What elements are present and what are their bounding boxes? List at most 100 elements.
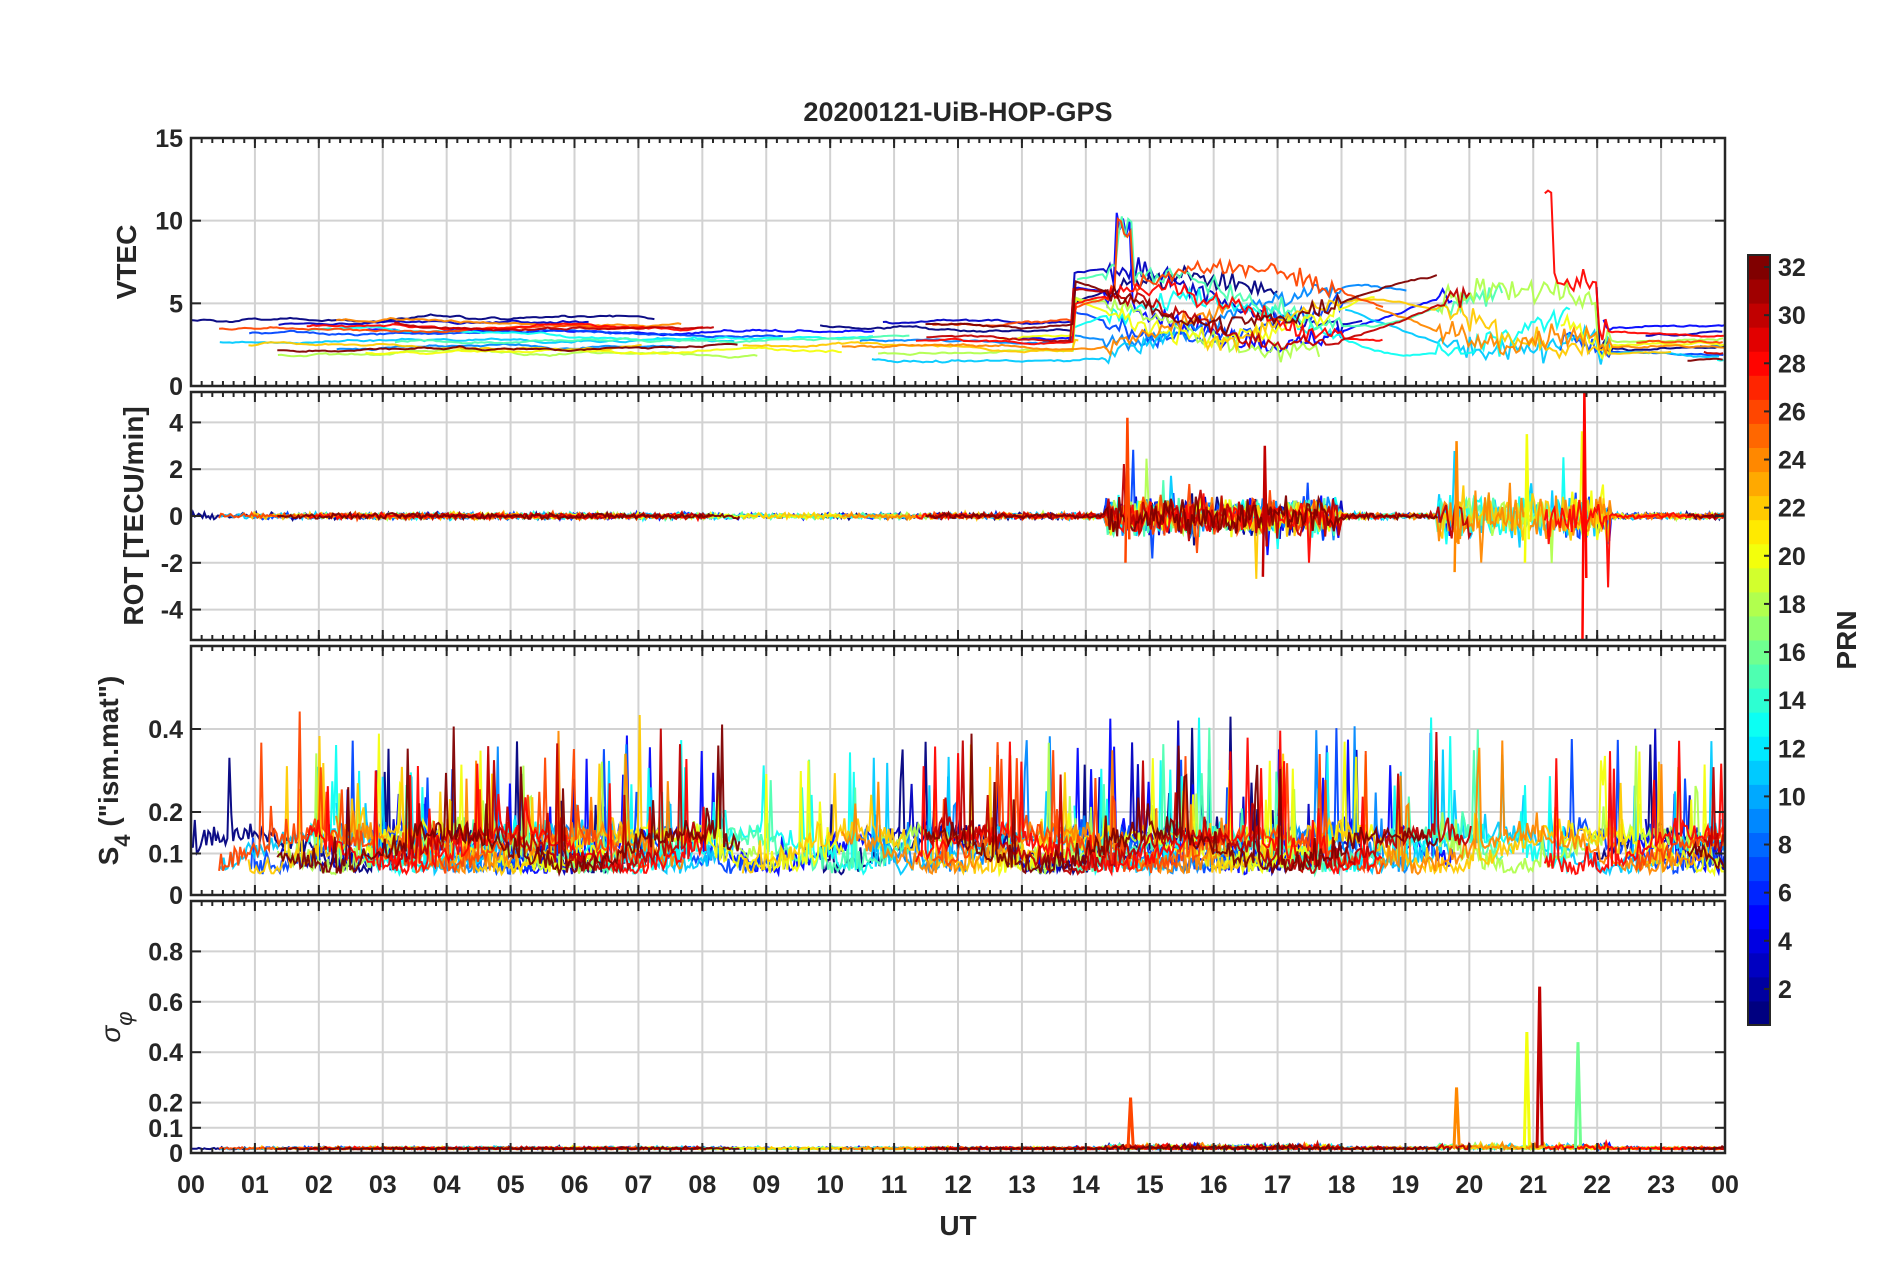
trace-prn32	[1686, 841, 1725, 870]
colorbar-cell	[1748, 640, 1770, 665]
y-tick-label: 0.2	[148, 1090, 183, 1118]
colorbar-cell	[1748, 928, 1770, 954]
x-tick-labels: 00 01 02 03 04 05 06 07 08 09 10 11 12 13 14 15 16 17 18 19…	[177, 1171, 1739, 1199]
colorbar-cell	[1748, 327, 1770, 352]
trace-prn32	[1686, 513, 1725, 521]
colorbar-tick-label: 26	[1778, 398, 1806, 426]
colorbar-cell	[1748, 423, 1770, 448]
colorbar-cell	[1748, 519, 1770, 545]
trace-prn1	[819, 264, 1278, 333]
trace-prn32	[925, 494, 1439, 537]
colorbar-label: PRN	[1831, 610, 1862, 669]
colorbar-cell	[1748, 615, 1770, 641]
trace-prn26	[219, 324, 645, 334]
y-axis-label-vtec: VTEC	[111, 225, 142, 300]
trace-prn32	[276, 724, 741, 877]
y-label-rest: ("ism.mat")	[93, 676, 124, 835]
x-tick-label: 15	[1136, 1171, 1164, 1199]
colorbar-cell	[1748, 303, 1770, 328]
y-axis-label-sigphi: σφ	[95, 1011, 137, 1042]
spike	[1452, 1087, 1461, 1149]
trace-prn15	[394, 334, 910, 345]
panel-s4: 0 0.1 0.2 0.4 S4 ("ism.mat")	[93, 644, 1727, 910]
trace-prn30	[393, 728, 714, 875]
y-tick-label: 0.2	[148, 799, 183, 827]
panel-sigphi: 00.10.2 0.4 0.6 0.8 σφ	[95, 899, 1727, 1168]
colorbar-tick-label: 22	[1778, 495, 1806, 523]
colorbar-tick-label: 10	[1778, 783, 1806, 811]
colorbar-cell	[1748, 736, 1770, 761]
colorbar-cell	[1748, 904, 1770, 930]
x-tick-label: 04	[433, 1171, 461, 1199]
y-label-sub: φ	[112, 1011, 137, 1025]
trace-prn11	[871, 330, 1177, 365]
colorbar-cell	[1748, 495, 1770, 521]
x-tick-label: 07	[625, 1171, 653, 1199]
colorbar-tick-label: 18	[1778, 591, 1806, 619]
y-label-sub: 4	[110, 834, 135, 847]
colorbar-cell	[1748, 351, 1770, 376]
minor-ticks	[190, 646, 1726, 895]
colorbar-cell	[1748, 567, 1770, 593]
y-tick-label: 0	[169, 373, 183, 401]
colorbar-tick-label: 8	[1778, 832, 1792, 860]
colorbar-tick-label: 16	[1778, 639, 1806, 667]
x-tick-label: 10	[816, 1171, 844, 1199]
traces-vtec	[191, 189, 1725, 365]
x-tick-label: 01	[241, 1171, 269, 1199]
trace-prn30	[925, 731, 1472, 876]
colorbar-cell	[1748, 255, 1770, 280]
colorbar-tick-label: 2	[1778, 976, 1792, 1004]
trace-prn30	[1703, 767, 1725, 854]
y-tick-label: 0	[169, 503, 183, 531]
trace-prn24	[1375, 306, 1725, 358]
x-tick-label: 22	[1583, 1171, 1611, 1199]
y-tick-label: 2	[169, 456, 183, 484]
colorbar-cell	[1748, 664, 1770, 689]
y-axis-label-s4: S4 ("ism.mat")	[93, 676, 135, 866]
trace-prn28	[1543, 740, 1725, 876]
trace-prn32	[924, 733, 1439, 875]
trace-prn24	[335, 316, 682, 328]
x-tick-label: 00	[177, 1171, 205, 1199]
colorbar-cell	[1748, 688, 1770, 713]
colorbar-tick-label: 30	[1778, 302, 1806, 330]
y-tick-label: 10	[155, 208, 183, 236]
trace-prn32	[925, 274, 1438, 336]
colorbar-tick-label: 4	[1778, 928, 1792, 956]
trace-prn20	[1560, 312, 1724, 361]
trace-prn32	[1687, 357, 1723, 362]
x-tick-label: 09	[752, 1171, 780, 1199]
trace-prn32	[277, 510, 741, 522]
spike	[1453, 441, 1460, 573]
spike	[1581, 392, 1588, 640]
trace-prn30	[394, 321, 715, 332]
colorbar-cell	[1748, 808, 1770, 833]
trace-prn20	[1559, 751, 1724, 878]
traces-s4	[191, 711, 1725, 878]
trace-prn26	[932, 216, 1384, 328]
trace-prn1	[191, 313, 655, 323]
y-tick-label: 0.4	[148, 1039, 183, 1067]
spike	[1126, 1097, 1135, 1149]
x-tick-label: 20	[1455, 1171, 1483, 1199]
spike	[1523, 434, 1531, 563]
x-tick-label: 19	[1392, 1171, 1420, 1199]
y-tick-label: -2	[161, 550, 183, 578]
x-axis-label: UT	[939, 1210, 976, 1241]
y-label-main: S	[93, 847, 124, 866]
x-tick-label: 18	[1328, 1171, 1356, 1199]
spike	[1124, 417, 1131, 563]
x-tick-label: 06	[561, 1171, 589, 1199]
y-tick-label: 4	[169, 409, 183, 437]
trace-prn3	[278, 319, 589, 326]
minor-ticks	[190, 138, 1726, 386]
colorbar-cell	[1748, 784, 1770, 809]
trace-prn7	[1067, 292, 1360, 350]
colorbar-tick-label: 14	[1778, 687, 1806, 715]
traces-rot	[191, 392, 1725, 640]
x-tick-label: 13	[1008, 1171, 1036, 1199]
